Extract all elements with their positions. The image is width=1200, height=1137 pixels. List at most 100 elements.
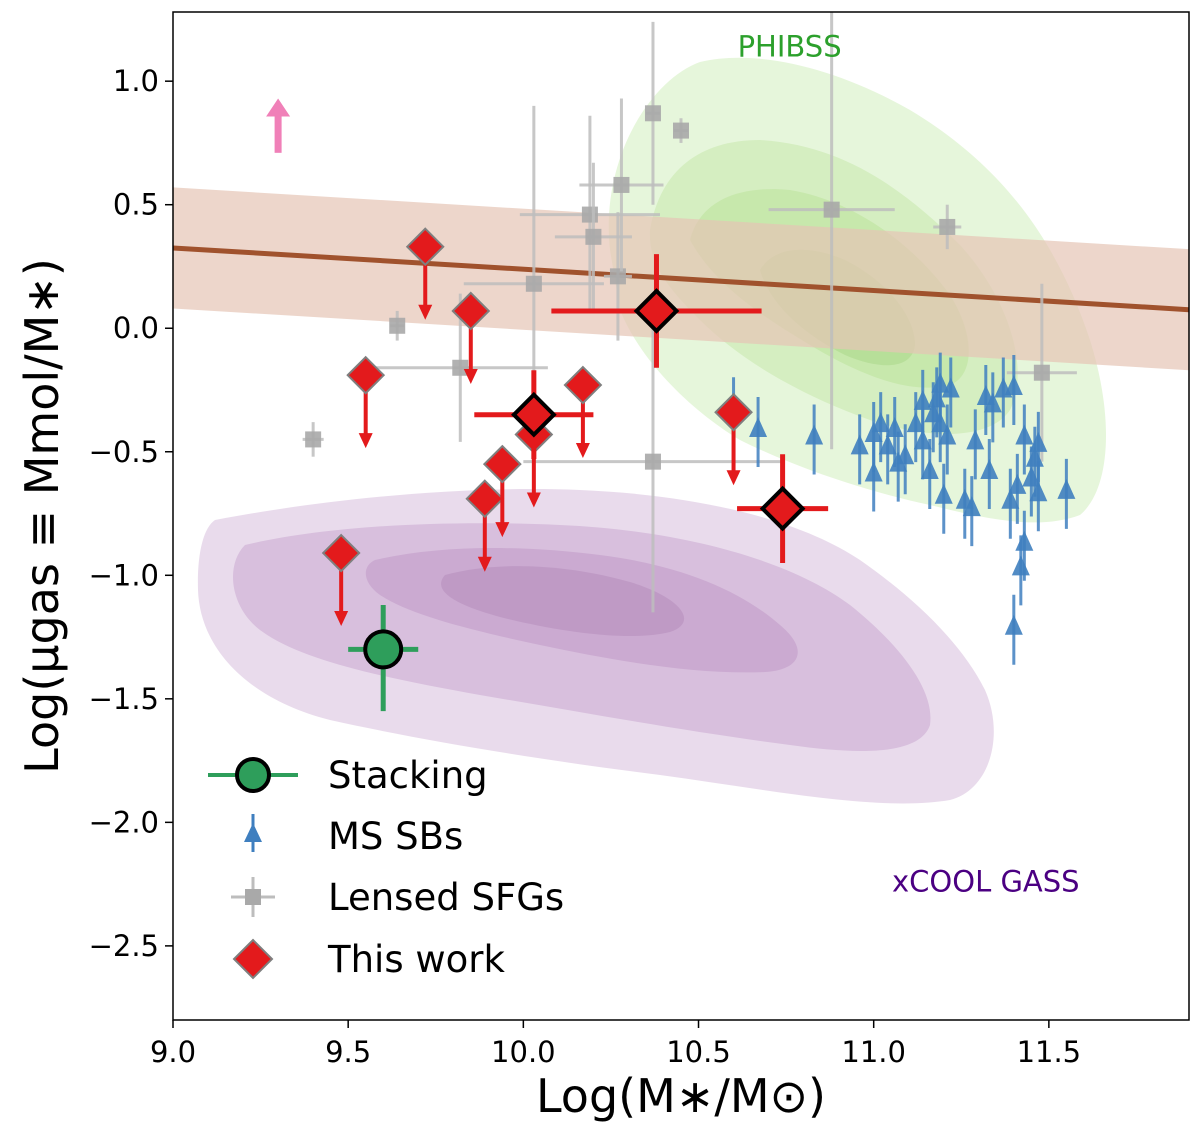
x-axis-title: Log(M∗/M⊙) xyxy=(536,1069,826,1123)
this-work-upper-limit-0 xyxy=(321,533,361,627)
lensed-sfg-marker xyxy=(585,228,602,245)
ms-sb-marker xyxy=(1057,478,1076,499)
ms-sb-point-40 xyxy=(1011,535,1030,606)
lensed-sfg-point-8 xyxy=(644,21,661,205)
xcool-contour-level-3 xyxy=(365,548,798,673)
stacking-marker xyxy=(363,629,404,670)
y-tick-label: −1.5 xyxy=(89,682,159,716)
scaling-relation-line xyxy=(173,245,1189,313)
ms-sb-point-21 xyxy=(934,463,953,534)
ms-sb-marker xyxy=(983,392,1002,413)
ms-sb-point-1 xyxy=(749,397,768,468)
ms-sb-point-6 xyxy=(864,441,883,512)
lensed-sfg-point-7 xyxy=(579,98,664,272)
x-tick-label: 10.5 xyxy=(666,1035,731,1069)
y-tick-label: −1.0 xyxy=(89,558,159,592)
ms-sb-marker xyxy=(913,389,932,410)
xcool-contour-level-2 xyxy=(233,523,931,751)
lensed-sfg-point-0 xyxy=(302,422,324,457)
ms-sb-point-2 xyxy=(805,404,824,475)
y-tick-label: −2.5 xyxy=(89,929,159,963)
stacking-series xyxy=(348,604,419,712)
this-work-upper-limit-3 xyxy=(451,291,491,384)
ms-sb-marker xyxy=(920,459,939,480)
legend: Stacking MS SBs Lensed SFGs This work xyxy=(208,754,564,981)
lensed-sfg-marker xyxy=(673,122,689,139)
ms-sb-marker xyxy=(1004,614,1023,635)
legend-item-lensed-sfgs: Lensed SFGs xyxy=(231,876,564,919)
lensed-sfg-point-11 xyxy=(768,12,895,450)
plot-frame xyxy=(172,11,1190,1021)
ms-sb-point-3 xyxy=(850,414,869,485)
y-axis-title: Log(μgas ≡ Mmol/M∗) xyxy=(15,258,69,774)
legend-label-lensed-sfgs: Lensed SFGs xyxy=(328,876,564,919)
upper-limit-marker xyxy=(482,444,522,484)
xcool-gass-contours xyxy=(197,489,994,804)
legend-lensed-marker xyxy=(245,889,261,905)
ms-sb-marker xyxy=(934,483,953,504)
lensed-sfg-marker xyxy=(452,359,469,376)
ms-sb-point-38 xyxy=(1057,458,1076,529)
ms-sb-marker xyxy=(1004,375,1023,396)
lensed-sfg-marker xyxy=(644,105,661,122)
upper-limit-arrowhead xyxy=(358,433,373,449)
lensed-sfgs-series xyxy=(302,12,1077,613)
ms-sb-marker xyxy=(896,444,915,465)
upper-limit-arrowhead xyxy=(575,443,590,459)
ms-sb-marker xyxy=(871,412,890,433)
upper-limit-marker xyxy=(321,533,361,573)
y-tick-label: −0.5 xyxy=(89,435,159,469)
ms-sb-point-24 xyxy=(966,409,985,480)
plot-area xyxy=(173,12,1189,804)
lensed-sfg-marker xyxy=(609,268,626,285)
y-tick-label: 0.5 xyxy=(113,188,159,222)
legend-this-work-marker xyxy=(232,938,274,980)
upper-limit-arrowhead xyxy=(495,522,510,538)
ms-sb-point-19 xyxy=(938,404,957,475)
this-work-upper-limit-5 xyxy=(482,444,522,538)
ms-sb-point-7 xyxy=(878,414,897,485)
lensed-sfg-marker xyxy=(644,453,661,470)
pink-arrow-head xyxy=(266,98,291,117)
upper-limit-arrowhead xyxy=(463,368,478,384)
ms-sb-point-32 xyxy=(1015,404,1034,475)
this-work-upper-limit-1 xyxy=(346,355,386,449)
upper-limit-arrowhead xyxy=(477,556,492,572)
upper-limit-marker xyxy=(451,291,491,331)
detection-marker xyxy=(511,391,557,438)
legend-item-ms-sbs: MS SBs xyxy=(244,814,463,858)
x-tick-label: 11.0 xyxy=(841,1035,906,1069)
this-work-upper-limit-4 xyxy=(465,479,505,572)
legend-label-this-work: This work xyxy=(327,938,505,981)
annotation-xcool-gass: xCOOL GASS xyxy=(892,865,1080,899)
lensed-sfg-point-9 xyxy=(523,310,783,613)
upper-limit-arrowhead xyxy=(526,492,541,508)
ms-sb-marker xyxy=(749,417,768,438)
ms-sb-point-13 xyxy=(913,369,932,440)
xcool-contour-level-4 xyxy=(441,566,685,637)
ms-sb-point-15 xyxy=(920,439,939,510)
lensed-sfg-point-1 xyxy=(389,310,406,341)
ms-sb-marker xyxy=(1008,473,1027,494)
this-work-detection-0 xyxy=(474,370,594,460)
x-axis-ticks: 9.0 9.5 10.0 10.5 11.0 11.5 xyxy=(150,1020,1081,1069)
ms-sb-marker xyxy=(805,424,824,445)
lensed-sfg-marker xyxy=(939,218,956,235)
xcool-contour-level-1 xyxy=(197,489,994,804)
this-work-detection-2 xyxy=(737,454,829,563)
this-work-detection-1 xyxy=(551,254,762,368)
ms-sb-marker xyxy=(906,412,925,433)
lensed-sfg-marker xyxy=(613,176,630,193)
annotation-phibss: PHIBSS xyxy=(738,30,842,64)
ms-sb-point-23 xyxy=(962,476,981,547)
legend-item-this-work: This work xyxy=(232,938,505,981)
detection-marker xyxy=(633,288,680,334)
ms-sb-point-29 xyxy=(1001,468,1020,539)
ms-sb-marker xyxy=(1015,424,1034,445)
lensed-sfg-marker xyxy=(525,275,542,292)
ms-sb-marker xyxy=(1011,555,1030,576)
this-work-upper-limit-7 xyxy=(563,365,603,459)
ms-sb-marker xyxy=(966,429,985,450)
lensed-sfg-marker xyxy=(581,206,598,223)
ms-sb-marker xyxy=(878,434,897,455)
